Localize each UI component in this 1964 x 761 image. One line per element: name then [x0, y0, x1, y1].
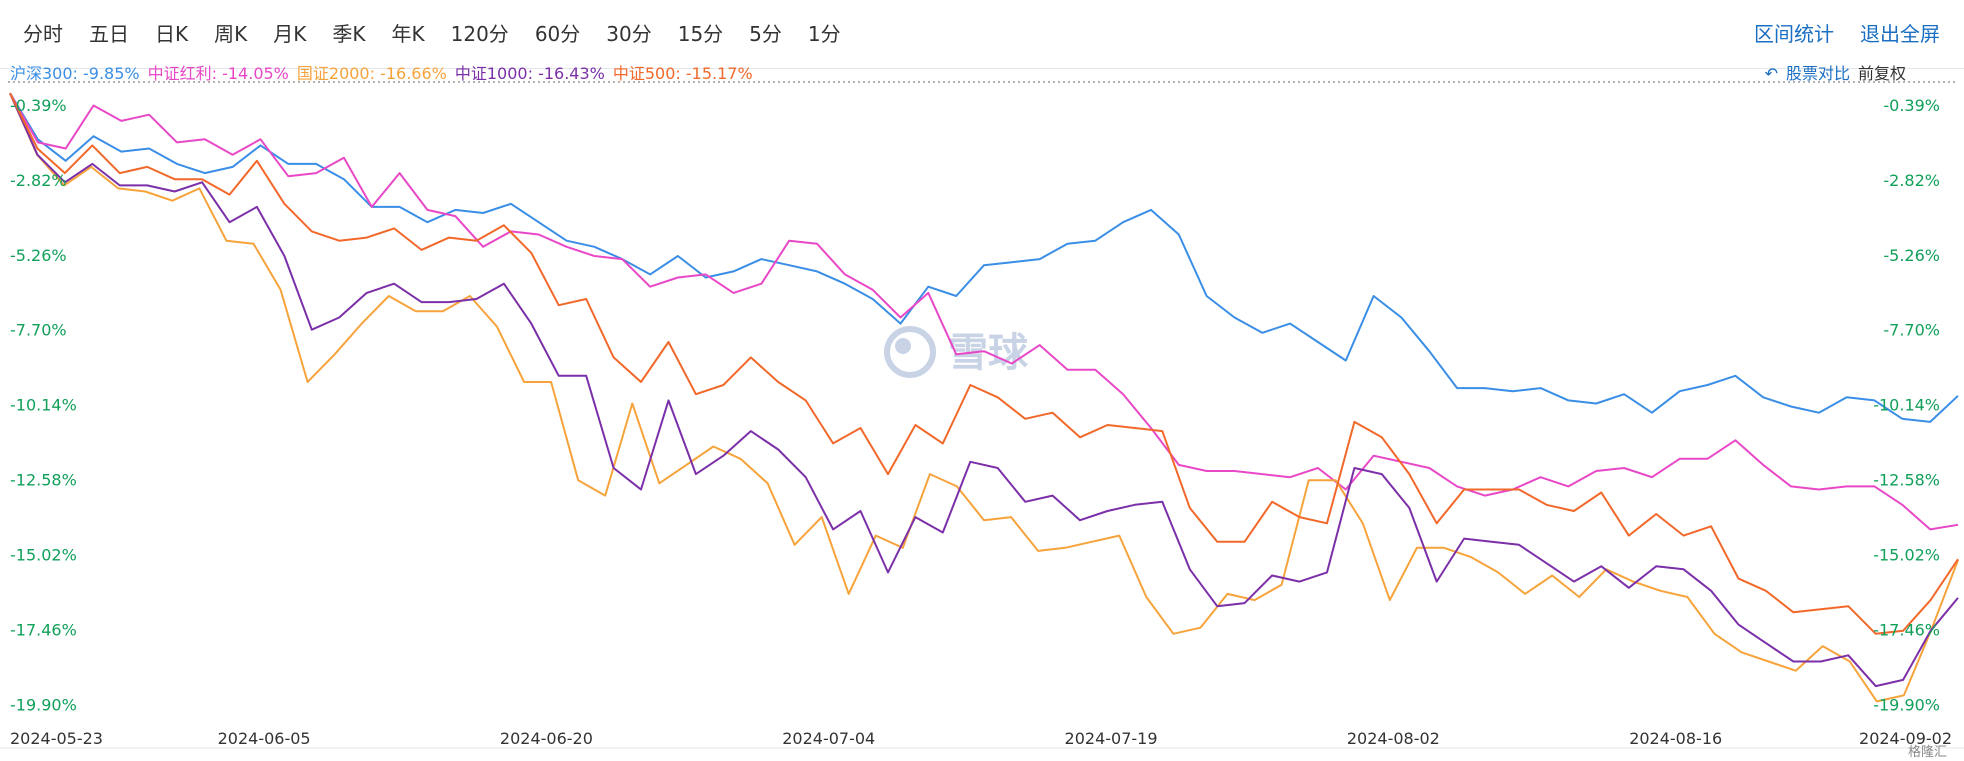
stock-compare-link[interactable]: 股票对比 — [1785, 64, 1850, 83]
chart-legend: 沪深300: -9.85% 中证红利: -14.05% 国证2000: -16.… — [10, 64, 753, 84]
chart-series — [9, 92, 1959, 703]
y-tick-label-right: -10.14% — [1873, 396, 1940, 415]
tab-weekly-k[interactable]: 周K — [214, 22, 248, 46]
tab-60min[interactable]: 60分 — [534, 22, 581, 46]
x-tick-label: 2024-05-23 — [10, 729, 103, 748]
corner-watermark: 格隆汇 — [1908, 744, 1947, 760]
y-tick-label-left: -5.26% — [10, 246, 67, 265]
legend-item-csi1000: 中证1000: -16.43% — [454, 64, 605, 83]
x-tick-label: 2024-09-02 — [1859, 729, 1952, 748]
y-tick-label-right: -0.39% — [1883, 96, 1940, 115]
exit-fullscreen-link[interactable]: 退出全屏 — [1860, 22, 1940, 46]
snowball-watermark: 雪球 — [884, 326, 1029, 378]
series-line-沪深300 — [9, 92, 1959, 423]
tab-quarterly-k[interactable]: 季K — [332, 22, 366, 46]
y-tick-label-left: -0.39% — [10, 96, 67, 115]
x-tick-label: 2024-08-16 — [1629, 729, 1722, 748]
legend-item-gz2000: 国证2000: -16.66% — [296, 64, 447, 83]
series-line-国证2000 — [9, 92, 1959, 703]
compare-controls: ↶ 股票对比 前复权 — [1765, 64, 1964, 84]
x-tick-label: 2024-07-19 — [1065, 729, 1158, 748]
y-tick-label-left: -12.58% — [10, 471, 77, 490]
tab-15min[interactable]: 15分 — [677, 22, 724, 46]
legend-item-hs300: 沪深300: -9.85% — [10, 64, 140, 83]
y-tick-label-right: -15.02% — [1873, 546, 1940, 565]
x-axis: 2024-05-23 2024-06-05 2024-06-20 2024-07-04… — [10, 729, 1952, 748]
y-tick-label-right: -7.70% — [1883, 321, 1940, 340]
tab-yearly-k[interactable]: 年K — [391, 22, 425, 46]
tab-5min[interactable]: 5分 — [749, 22, 782, 46]
y-tick-label-left: -15.02% — [10, 546, 77, 565]
y-axis-left: -0.39% -2.82% -5.26% -7.70% -10.14% -12.58% -1… — [10, 96, 77, 714]
snowball-logo-icon — [884, 326, 936, 378]
x-tick-label: 2024-06-20 — [500, 729, 593, 748]
tab-intraday[interactable]: 分时 — [23, 22, 63, 46]
legend-item-csi500: 中证500: -15.17% — [612, 64, 753, 83]
y-tick-label-left: -2.82% — [10, 171, 67, 190]
tab-daily-k[interactable]: 日K — [155, 22, 189, 46]
y-tick-label-right: -2.82% — [1883, 171, 1940, 190]
chart-toolbar: 分时 五日 日K 周K 月K 季K 年K 120分 60分 30分 15分 5分… — [0, 0, 1964, 69]
series-line-中证红利 — [9, 92, 1959, 531]
period-tabs: 分时 五日 日K 周K 月K 季K 年K 120分 60分 30分 15分 5分… — [10, 20, 854, 48]
y-tick-label-left: -17.46% — [10, 621, 77, 640]
legend-item-dividend: 中证红利: -14.05% — [147, 64, 289, 83]
y-tick-label-left: -7.70% — [10, 321, 67, 340]
y-tick-label-right: -17.46% — [1873, 621, 1940, 640]
x-tick-label: 2024-06-05 — [218, 729, 311, 748]
tab-five-day[interactable]: 五日 — [89, 22, 129, 46]
y-axis-right: -0.39% -2.82% -5.26% -7.70% -10.14% -12.58% -1… — [1873, 96, 1940, 714]
tab-monthly-k[interactable]: 月K — [273, 22, 307, 46]
interval-stats-link[interactable]: 区间统计 — [1754, 22, 1834, 46]
chart-grid — [0, 81, 1964, 749]
y-tick-label-right: -5.26% — [1883, 246, 1940, 265]
y-tick-label-right: -12.58% — [1873, 471, 1940, 490]
undo-icon[interactable]: ↶ — [1764, 64, 1778, 83]
x-tick-label: 2024-08-02 — [1347, 729, 1440, 748]
series-line-中证1000 — [9, 92, 1959, 688]
tab-120min[interactable]: 120分 — [450, 22, 509, 46]
y-tick-label-right: -19.90% — [1873, 695, 1940, 714]
y-tick-label-left: -10.14% — [10, 396, 77, 415]
tab-30min[interactable]: 30分 — [606, 22, 652, 46]
series-line-中证500 — [9, 92, 1959, 635]
toolbar-actions: 区间统计 退出全屏 — [1754, 20, 1940, 48]
x-tick-label: 2024-07-04 — [782, 729, 875, 748]
adjust-mode-select[interactable]: 前复权 — [1857, 64, 1906, 83]
y-tick-label-left: -19.90% — [10, 695, 77, 714]
tab-1min[interactable]: 1分 — [807, 22, 841, 46]
